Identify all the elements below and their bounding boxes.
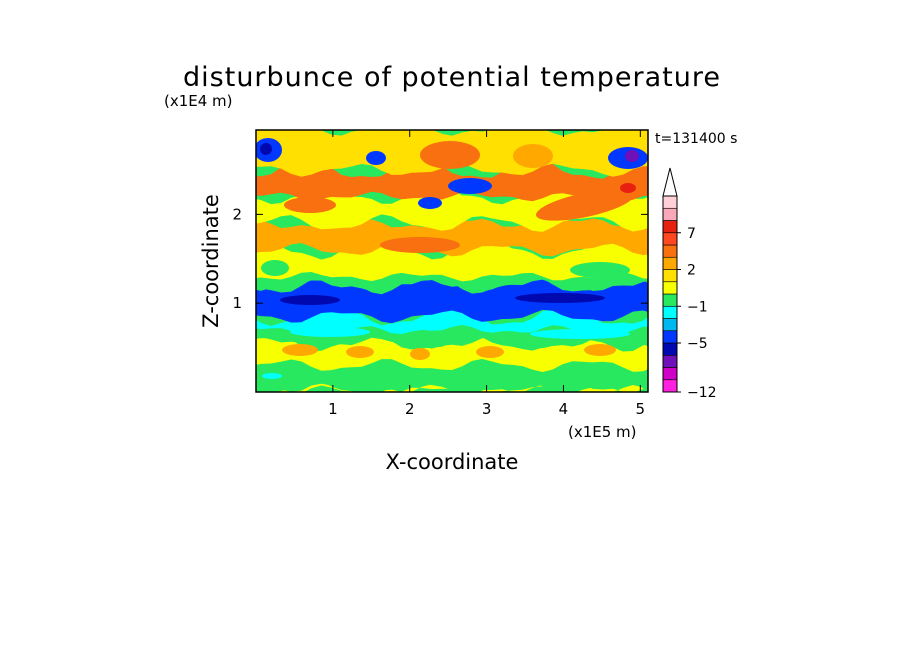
plot-area: 1 2 3 4 5 1 2 bbox=[232, 129, 649, 418]
warm-blob-top-2 bbox=[513, 144, 553, 168]
warm-blob-right bbox=[536, 189, 634, 221]
green-patch-left bbox=[261, 260, 289, 276]
colorbar-cell bbox=[662, 281, 678, 295]
colorbar-cell bbox=[662, 195, 678, 209]
colorbar-label: −5 bbox=[687, 336, 708, 352]
colorbar-cell bbox=[662, 354, 678, 368]
warm-blob-mid bbox=[380, 237, 460, 253]
warm-low-blob-3 bbox=[410, 348, 430, 360]
cyan-bottom-left bbox=[262, 373, 282, 379]
x-tick-label: 5 bbox=[636, 400, 646, 418]
colorbar-cell bbox=[662, 256, 678, 270]
colorbar-label: −12 bbox=[687, 385, 717, 401]
cold-core-band-2 bbox=[515, 293, 605, 303]
colorbar-cell bbox=[662, 379, 678, 393]
x-tick-label: 4 bbox=[559, 400, 569, 418]
colorbar-cell bbox=[662, 207, 678, 221]
colorbar-cell bbox=[662, 244, 678, 258]
colorbar-max-arrow bbox=[662, 167, 678, 197]
time-label: t=131400 s bbox=[655, 131, 737, 147]
warm-blob-left bbox=[284, 197, 336, 213]
colorbar-cell bbox=[662, 367, 678, 381]
x-tick-label: 3 bbox=[482, 400, 492, 418]
colorbar-cell bbox=[662, 330, 678, 344]
colorbar-label: −1 bbox=[687, 299, 708, 315]
colorbar-label: 7 bbox=[687, 226, 696, 242]
colorbar-label: 2 bbox=[687, 263, 696, 279]
warm-low-blob-5 bbox=[584, 344, 616, 356]
x-tick-label: 2 bbox=[405, 400, 415, 418]
chart-title: disturbunce of potential temperature bbox=[183, 62, 721, 93]
colorbar-cell bbox=[662, 232, 678, 246]
cyan-patch-1 bbox=[290, 327, 370, 337]
contour-band bbox=[256, 188, 648, 232]
cold-core-band-1 bbox=[280, 295, 340, 305]
warm-low-blob-4 bbox=[476, 346, 504, 358]
contour-band bbox=[256, 337, 648, 372]
warm-low-blob-1 bbox=[282, 344, 318, 356]
y-axis-label: Z-coordinate bbox=[199, 194, 223, 328]
warm-blob-top-1 bbox=[420, 141, 480, 169]
x-unit-label: (x1E5 m) bbox=[568, 423, 637, 441]
y-tick-label: 2 bbox=[232, 205, 242, 223]
warm-low-blob-2 bbox=[346, 346, 374, 358]
colorbar-cell bbox=[662, 293, 678, 307]
x-tick-label: 1 bbox=[328, 400, 338, 418]
green-patch-right bbox=[570, 262, 630, 278]
contour-band bbox=[256, 356, 648, 380]
contour-band bbox=[256, 279, 648, 324]
colorbar-cell bbox=[662, 220, 678, 234]
cold-blob-mid-2 bbox=[418, 197, 442, 209]
colorbar-cell bbox=[662, 305, 678, 319]
cold-blob-top-center bbox=[366, 151, 386, 165]
contour-band bbox=[256, 308, 648, 335]
warm-core-right bbox=[620, 183, 636, 193]
y-unit-label: (x1E4 m) bbox=[164, 92, 233, 110]
cold-blob-mid-1 bbox=[448, 178, 492, 194]
cyan-patch-2 bbox=[530, 329, 630, 339]
plot-frame bbox=[255, 129, 649, 393]
contour-band bbox=[256, 269, 648, 295]
cold-core-top-left bbox=[260, 143, 272, 155]
colorbar-cell bbox=[662, 269, 678, 283]
x-axis-label: X-coordinate bbox=[386, 450, 519, 474]
colorbar-cell bbox=[662, 318, 678, 332]
colorbar: 7 2 −1 −5 −12 bbox=[662, 167, 717, 401]
y-tick-label: 1 bbox=[232, 294, 242, 312]
colorbar-cell bbox=[662, 342, 678, 356]
colorbar-frame bbox=[662, 195, 678, 393]
cold-core-top-right bbox=[625, 150, 639, 162]
